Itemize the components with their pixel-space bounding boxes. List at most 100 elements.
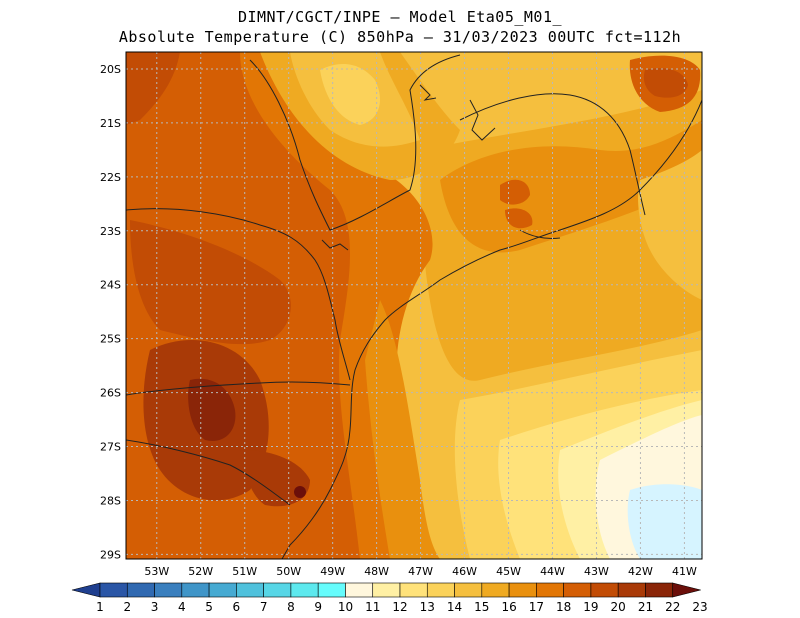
field-19-spot1 [500,179,530,205]
colorbar-label: 17 [529,600,544,614]
colorbar-label: 14 [447,600,462,614]
figure-title: DIMNT/CGCT/INPE – Model Eta05_M01_ [237,8,563,26]
colorbar-swatch [345,582,374,598]
colorbar-swatch [590,582,619,598]
lon-label: 49W [320,565,345,578]
field-15-east [638,150,702,300]
field-22 [188,378,236,441]
colorbar-swatch [126,582,155,598]
colorbar-label: 2 [123,600,131,614]
colorbar-swatch [481,582,510,598]
lon-label: 46W [452,565,477,578]
colorbar-label: 8 [287,600,295,614]
lat-label: 20S [100,63,121,76]
state-border-pr [126,208,351,381]
field-17-band [365,300,440,559]
lon-label: 42W [628,565,653,578]
colorbar-label: 9 [314,600,322,614]
lon-label: 50W [276,565,301,578]
temperature-field [126,52,702,559]
colorbar [71,582,701,598]
lon-label: 47W [408,565,433,578]
colorbar-swatch [426,582,455,598]
field-21-south [244,450,310,507]
colorbar-arrow-high [672,582,701,598]
lon-axis: 53W 52W 51W 50W 49W 48W 47W 46W 45W 44W … [144,565,697,578]
colorbar-label: 5 [205,600,213,614]
colorbar-label: 18 [556,600,571,614]
lat-axis: 20S 21S 22S 23S 24S 25S 26S 27S 28S 29S [100,63,121,561]
reservoir [469,99,496,141]
colorbar-swatch [645,582,674,598]
state-border-sp-mg [249,54,461,231]
lat-label: 25S [100,333,121,346]
lon-label: 41W [672,565,697,578]
colorbar-arrow-low [71,582,101,598]
colorbar-swatch [154,582,183,598]
lat-label: 23S [100,225,121,238]
colorbar-swatch [617,582,646,598]
lon-label: 51W [232,565,257,578]
colorbar-swatch [290,582,319,598]
colorbar-label: 21 [638,600,653,614]
field-20-a [130,220,291,345]
state-border-rs [126,439,291,506]
colorbar-label: 11 [365,600,380,614]
colorbar-swatch [263,582,292,598]
colorbar-label: 16 [501,600,516,614]
state-border-mg-rj [459,93,646,216]
colorbar-label: 20 [611,600,626,614]
colorbar-label: 6 [233,600,241,614]
bay-rio [519,229,561,239]
reservoir-2 [419,84,437,101]
reservoir-3 [321,239,349,251]
field-20-ne [643,68,688,98]
lat-label: 29S [100,548,121,561]
lat-label: 26S [100,387,121,400]
figure-subtitle: Absolute Temperature (C) 850hPa – 31/03/… [118,28,682,46]
lon-label: 53W [144,565,169,578]
colorbar-swatch [372,582,401,598]
colorbar-swatch [536,582,564,598]
colorbar-swatch [208,582,237,598]
lon-label: 52W [188,565,213,578]
gridlines [126,52,702,559]
colorbar-label: 10 [338,600,353,614]
colorbar-swatch [99,582,128,598]
colorbar-swatch [508,582,537,598]
colorbar-label: 4 [178,600,186,614]
colorbar-label: 19 [583,600,598,614]
colorbar-labels: 1 2 3 4 5 6 7 8 9 10 11 12 13 14 15 16 1… [96,600,707,614]
colorbar-label: 7 [260,600,268,614]
colorbar-label: 1 [96,600,104,614]
lon-label: 44W [540,565,565,578]
field-19-spot2 [505,208,533,229]
lat-label: 24S [100,279,121,292]
lon-label: 43W [584,565,609,578]
lon-label: 48W [364,565,389,578]
field-23-spot [294,486,306,498]
field-17-coast [440,120,702,253]
field-20-nw [126,52,180,125]
colorbar-swatch [399,582,428,598]
lon-label: 45W [496,565,521,578]
lat-label: 21S [100,117,121,130]
colorbar-label: 12 [392,600,407,614]
lat-label: 28S [100,494,121,507]
colorbar-label: 23 [692,600,707,614]
colorbar-swatch [236,582,264,598]
field-10-se [627,484,702,559]
colorbar-label: 3 [151,600,159,614]
map-frame [125,51,703,560]
field-14-north [320,64,380,125]
colorbar-label: 22 [665,600,680,614]
lat-label: 22S [100,171,121,184]
colorbar-label: 15 [474,600,489,614]
colorbar-swatch [563,582,592,598]
state-border-sc [126,381,351,396]
colorbar-label: 13 [420,600,435,614]
colorbar-swatch [454,582,483,598]
colorbar-swatch [181,582,210,598]
lat-label: 27S [100,441,121,454]
